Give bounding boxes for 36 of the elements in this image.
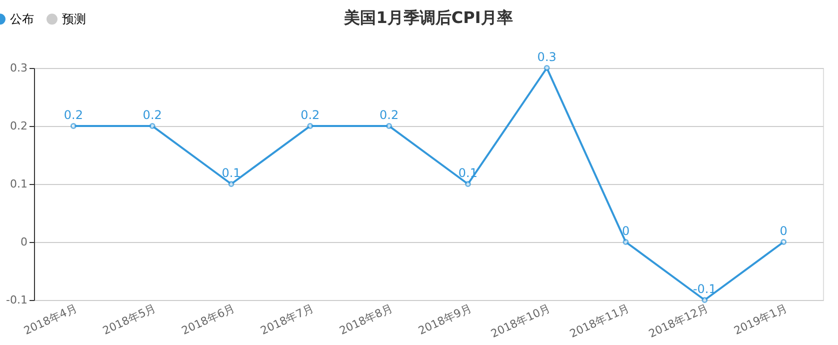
point: [702, 297, 708, 303]
x-tick-label: 2018年6月: [180, 302, 237, 338]
legend-label: 公布: [10, 12, 34, 26]
chart-title: 美国1月季调后CPI月率: [343, 8, 513, 27]
data-label: 0.2: [64, 108, 83, 122]
y-tick-label: 0.3: [10, 62, 28, 74]
data-label: 0.3: [537, 50, 556, 64]
x-tick-label: 2019年1月: [732, 302, 790, 338]
y-tick-label: 0.2: [10, 120, 28, 132]
data-label: 0.1: [222, 166, 241, 180]
data-label: -0.1: [692, 282, 716, 296]
data-label: 0: [780, 224, 788, 238]
point: [464, 181, 471, 187]
point: [149, 123, 156, 129]
x-tick-label: 2018年10月: [488, 302, 552, 340]
x-tick-label: 2018年12月: [646, 302, 710, 340]
y-tick-label: 0.1: [10, 178, 28, 190]
data-label: 0.2: [380, 108, 399, 122]
data-label: 0.2: [300, 108, 320, 122]
point: [780, 239, 787, 245]
point: [228, 181, 234, 187]
x-tick-label: 2018年11月: [568, 302, 632, 340]
y-tick-label: -0.1: [6, 294, 28, 306]
point: [544, 65, 550, 71]
y-tick-label: 0: [20, 236, 28, 248]
data-label: 0: [622, 224, 630, 238]
data-label: 0.2: [142, 108, 162, 122]
x-tick-label: 2018年9月: [416, 302, 474, 338]
point: [70, 123, 76, 129]
point: [307, 123, 314, 129]
point: [622, 239, 629, 245]
legend-label: 预测: [62, 12, 86, 26]
point: [386, 123, 392, 129]
x-tick-label: 2018年8月: [337, 302, 395, 338]
x-tick-label: 2018年7月: [258, 302, 316, 338]
x-tick-label: 2018年5月: [100, 302, 158, 338]
